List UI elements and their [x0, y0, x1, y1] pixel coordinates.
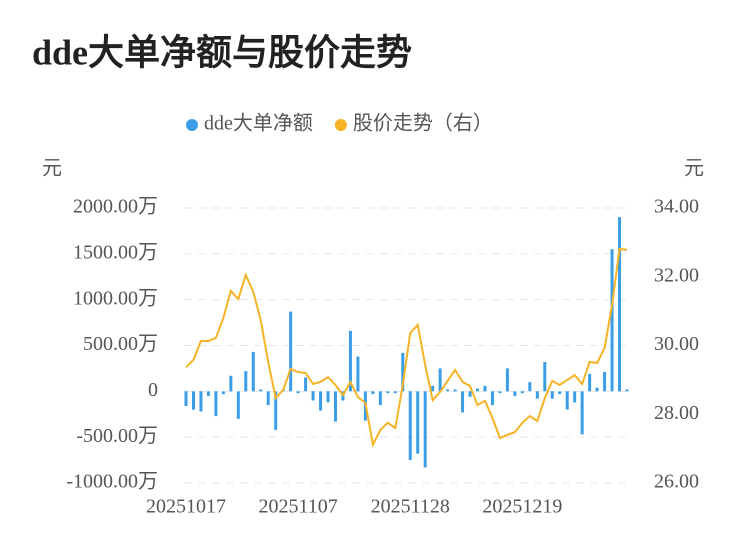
y-axis-unit: 元 — [42, 158, 62, 180]
bar — [573, 391, 577, 403]
bar — [618, 217, 622, 392]
y2-tick-label: 26.00 — [654, 471, 699, 493]
bar — [588, 373, 592, 392]
bar — [221, 391, 225, 395]
bar — [520, 391, 524, 394]
bar — [558, 391, 562, 395]
bar — [535, 391, 539, 399]
y2-tick-label: 28.00 — [654, 402, 699, 424]
bar — [416, 391, 420, 454]
bar — [333, 391, 337, 422]
y-tick-label: -500.00万 — [76, 425, 158, 447]
bar — [236, 391, 240, 419]
bar — [386, 391, 390, 394]
bar — [184, 391, 188, 406]
bar — [393, 391, 397, 394]
bar — [505, 368, 509, 392]
bar — [378, 391, 382, 406]
x-tick-label: 20251017 — [146, 496, 226, 518]
bar — [214, 391, 218, 417]
y2-tick-label: 34.00 — [654, 196, 699, 218]
bar — [251, 351, 255, 392]
bar — [311, 391, 315, 401]
bar — [356, 356, 360, 392]
bar — [206, 391, 210, 396]
bar — [543, 362, 547, 392]
bar — [348, 330, 352, 392]
bar — [401, 352, 405, 392]
bar — [610, 249, 614, 392]
bar — [304, 377, 308, 392]
bar — [461, 391, 465, 413]
bar — [446, 389, 450, 392]
bar — [550, 391, 554, 399]
bar — [371, 391, 375, 395]
bar — [453, 389, 457, 392]
x-tick-label: 20251107 — [258, 496, 337, 518]
legend-label: dde大单净额 — [204, 112, 313, 135]
x-tick-label: 20251128 — [371, 496, 450, 518]
bar — [565, 391, 569, 410]
bar — [468, 391, 472, 397]
bar — [528, 382, 532, 392]
legend-marker — [186, 119, 198, 131]
legend-marker — [334, 119, 347, 131]
price-line — [185, 247, 628, 448]
y-tick-label: 1000.00万 — [73, 287, 158, 309]
y2-tick-label: 30.00 — [654, 333, 699, 355]
bar — [595, 387, 599, 392]
bar — [266, 391, 270, 406]
bar — [326, 391, 330, 403]
x-tick-label: 20251219 — [482, 496, 562, 518]
bar — [423, 391, 427, 468]
bar — [498, 391, 502, 394]
y2-axis-unit: 元 — [684, 158, 704, 180]
bar — [580, 391, 584, 435]
bar — [191, 391, 195, 410]
bar — [483, 385, 487, 392]
chart-title: dde大单净额与股价走势 — [32, 32, 412, 72]
bar — [431, 385, 435, 392]
y-tick-label: -1000.00万 — [66, 471, 158, 493]
bar — [490, 391, 494, 406]
bar — [625, 389, 629, 392]
bar — [244, 371, 248, 392]
bar — [199, 391, 203, 412]
bar — [229, 375, 233, 392]
bar — [319, 391, 323, 411]
legend-label: 股价走势（右） — [353, 112, 493, 135]
bar — [259, 389, 263, 392]
y-tick-label: 0 — [148, 379, 158, 401]
y-tick-label: 500.00万 — [83, 333, 158, 355]
bar — [296, 391, 300, 394]
y-tick-label: 2000.00万 — [73, 196, 158, 218]
y2-tick-label: 32.00 — [654, 264, 699, 286]
bar — [476, 388, 480, 392]
bar — [438, 368, 442, 392]
bar — [603, 372, 607, 392]
bar — [289, 311, 293, 392]
bar — [274, 391, 278, 430]
bar — [408, 391, 412, 461]
y-tick-label: 1500.00万 — [73, 241, 158, 263]
bar — [513, 391, 517, 396]
